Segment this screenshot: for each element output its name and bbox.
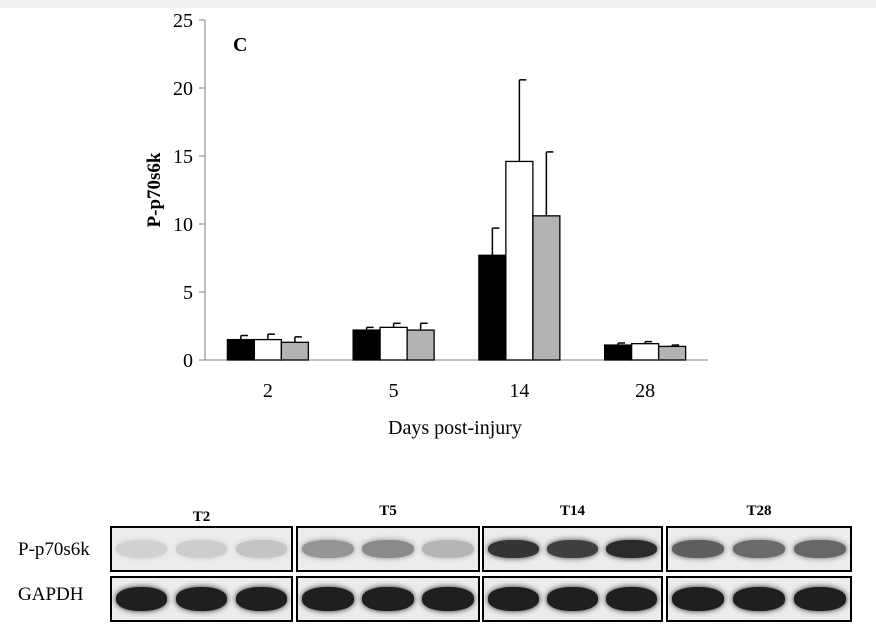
p-p70s6k-band bbox=[672, 540, 725, 558]
y-tick-label: 20 bbox=[173, 78, 193, 100]
p-p70s6k-band bbox=[235, 540, 287, 558]
bar bbox=[352, 329, 381, 361]
blot-panel-title: T14 bbox=[559, 503, 585, 519]
bar bbox=[657, 345, 687, 361]
blot-row-label-p-p70s6k: P-p70s6k bbox=[18, 539, 90, 560]
gapdh-band bbox=[422, 587, 474, 611]
gapdh-band bbox=[235, 587, 287, 611]
panel-label: C bbox=[233, 34, 247, 56]
x-tick-label: 2 bbox=[263, 380, 273, 402]
p-p70s6k-band bbox=[422, 540, 474, 558]
p-p70s6k-band bbox=[302, 540, 354, 558]
blot-row-label-gapdh: GAPDH bbox=[18, 584, 84, 605]
blot-panel-title: T28 bbox=[746, 503, 772, 519]
bar bbox=[406, 329, 435, 361]
blot-panel-gapdh bbox=[296, 576, 480, 622]
y-tick-label: 25 bbox=[173, 10, 193, 32]
gapdh-band bbox=[547, 587, 598, 611]
bar bbox=[253, 338, 283, 361]
x-ticks: 2 5 14 28 bbox=[263, 380, 655, 402]
bar bbox=[505, 160, 534, 361]
bar bbox=[630, 343, 660, 361]
p-p70s6k-band bbox=[547, 540, 598, 558]
y-tick-label: 10 bbox=[173, 214, 193, 236]
p-p70s6k-band bbox=[793, 540, 846, 558]
blot-panel-p-p70s6k bbox=[666, 526, 852, 572]
gapdh-band bbox=[732, 587, 786, 611]
x-tick-label: 5 bbox=[389, 380, 399, 402]
bar bbox=[280, 341, 310, 361]
gapdh-band bbox=[362, 587, 414, 611]
bar bbox=[478, 254, 507, 361]
blot-panel-title: T2 bbox=[192, 509, 211, 525]
gapdh-band bbox=[488, 587, 539, 611]
x-axis-label: Days post-injury bbox=[388, 417, 522, 439]
gapdh-band bbox=[606, 587, 657, 611]
blot-panel-p-p70s6k bbox=[110, 526, 293, 572]
bar bbox=[226, 338, 256, 361]
blot-panel-gapdh bbox=[110, 576, 293, 622]
x-tick-label: 28 bbox=[635, 380, 655, 402]
y-ticks: 0 5 10 15 20 25 bbox=[173, 10, 205, 372]
bar bbox=[379, 326, 408, 361]
blot-panel-p-p70s6k bbox=[482, 526, 663, 572]
gapdh-band bbox=[302, 587, 354, 611]
blot-panel-gapdh bbox=[482, 576, 663, 622]
blot-panel-gapdh bbox=[666, 576, 852, 622]
p-p70s6k-band bbox=[116, 540, 168, 558]
y-tick-label: 0 bbox=[183, 350, 193, 372]
bar bbox=[603, 344, 633, 361]
p-p70s6k-band bbox=[488, 540, 539, 558]
y-axis-label: P-p70s6k bbox=[144, 152, 165, 227]
y-tick-label: 5 bbox=[183, 282, 193, 304]
p-p70s6k-band bbox=[606, 540, 657, 558]
p-p70s6k-band bbox=[362, 540, 414, 558]
blot-panel-title: T5 bbox=[379, 503, 397, 519]
gapdh-band bbox=[793, 587, 846, 611]
x-tick-label: 14 bbox=[509, 380, 529, 402]
bar bbox=[532, 215, 561, 361]
y-tick-label: 15 bbox=[173, 146, 193, 168]
western-blot: P-p70s6k GAPDH T2 T5 T14 T28 bbox=[0, 495, 876, 637]
gapdh-band bbox=[175, 587, 228, 611]
blot-panel-p-p70s6k bbox=[296, 526, 480, 572]
p-p70s6k-band bbox=[732, 540, 786, 558]
gapdh-band bbox=[116, 587, 168, 611]
gapdh-band bbox=[672, 587, 725, 611]
bars bbox=[226, 79, 687, 361]
top-strip bbox=[0, 0, 876, 8]
p-p70s6k-band bbox=[175, 540, 228, 558]
